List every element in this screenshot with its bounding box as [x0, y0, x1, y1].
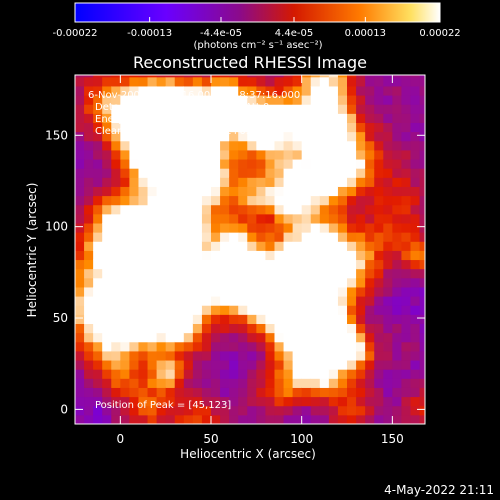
colorbar-tick-label: 0.00013 — [345, 28, 386, 39]
y-axis-label: Heliocentric Y (arcsec) — [25, 183, 39, 318]
x-tick-label: 50 — [203, 432, 218, 446]
heatmap-image — [75, 75, 425, 424]
x-axis-ticks: 0 50 100 150 — [117, 75, 404, 446]
y-tick-label: 0 — [60, 402, 68, 416]
y-axis-ticks: 0 50 100 150 — [45, 128, 425, 416]
colorbar-tick-label: -0.00013 — [127, 28, 172, 39]
chart-title: Reconstructed RHESSI Image — [133, 53, 367, 72]
colorbar-units-label: (photons cm⁻² s⁻¹ asec⁻²) — [193, 40, 322, 51]
x-tick-label: 150 — [381, 432, 404, 446]
colorbar-tick-label: -0.00022 — [53, 28, 98, 39]
info-block: 6-Nov-2004 18:31:16.000 to 18:37:16.000 … — [88, 90, 300, 137]
y-tick-label: 100 — [45, 220, 68, 234]
y-tick-label: 50 — [53, 311, 68, 325]
info-line-clean: Clean Total counts: 6.30E+03 — [95, 126, 252, 137]
plot-frame — [74, 74, 426, 425]
info-line-time: 6-Nov-2004 18:31:16.000 to 18:37:16.000 — [88, 90, 300, 101]
colorbar-ticks: -0.00022 -0.00013 -4.4e-05 4.4e-05 0.00013 0.… — [53, 17, 461, 39]
info-line-detectors: Detectors: 3F 4F 5F 6F 7F 8F, Att 0 — [95, 102, 269, 113]
colorbar-tick-label: 0.00022 — [419, 28, 460, 39]
y-tick-label: 150 — [45, 128, 68, 142]
colorbar-tick-label: 4.4e-05 — [275, 28, 313, 39]
peak-position-label: Position of Peak = [45,123] — [95, 400, 231, 411]
x-tick-label: 100 — [290, 432, 313, 446]
x-axis-label: Heliocentric X (arcsec) — [180, 447, 316, 461]
timestamp: 4-May-2022 21:11 — [384, 483, 494, 497]
colorbar — [74, 2, 441, 23]
x-tick-label: 0 — [117, 432, 125, 446]
info-line-energy: Energy Range: 25.0 - 50.0 keV — [95, 114, 248, 125]
colorbar-tick-label: -4.4e-05 — [200, 28, 242, 39]
